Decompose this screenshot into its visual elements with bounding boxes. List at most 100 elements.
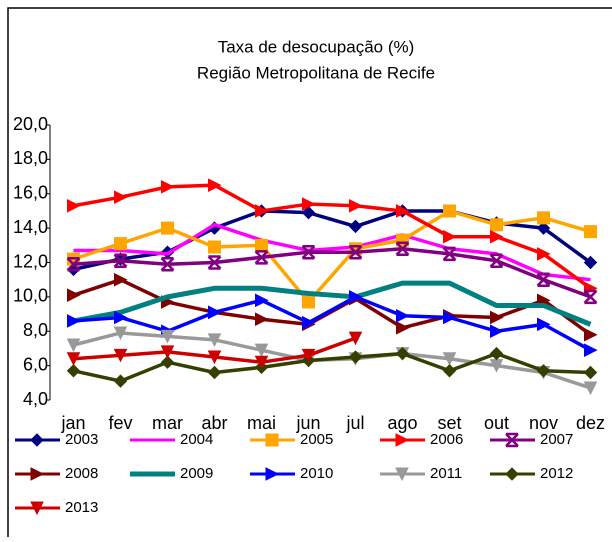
data-marker bbox=[537, 317, 551, 332]
legend-label: 2006 bbox=[430, 431, 463, 448]
legend-marker bbox=[30, 501, 44, 516]
data-marker bbox=[490, 310, 504, 325]
data-marker bbox=[348, 219, 363, 234]
x-tick-label: out bbox=[484, 413, 509, 433]
data-marker bbox=[489, 253, 504, 269]
data-marker bbox=[114, 190, 128, 204]
y-tick-label: 10,0 bbox=[13, 286, 48, 306]
series-line bbox=[73, 247, 592, 299]
data-marker bbox=[113, 374, 128, 388]
data-marker bbox=[207, 255, 222, 270]
series-line bbox=[73, 183, 592, 290]
data-marker bbox=[584, 343, 598, 357]
data-marker bbox=[66, 256, 81, 272]
x-tick-label: fev bbox=[108, 413, 132, 433]
data-marker bbox=[113, 326, 128, 341]
x-tick-label: dez bbox=[576, 413, 605, 433]
data-marker bbox=[301, 205, 316, 220]
legend-marker bbox=[395, 467, 409, 482]
data-marker bbox=[349, 290, 363, 304]
data-marker bbox=[583, 381, 598, 396]
legend-label: 2008 bbox=[65, 465, 98, 482]
data-marker bbox=[66, 364, 81, 378]
data-marker bbox=[207, 365, 222, 380]
data-marker bbox=[302, 295, 315, 309]
legend-marker bbox=[265, 467, 280, 481]
series-line bbox=[73, 351, 591, 383]
data-marker bbox=[584, 327, 598, 342]
data-marker bbox=[584, 225, 597, 239]
data-marker bbox=[396, 204, 410, 218]
data-marker bbox=[208, 178, 222, 192]
data-marker bbox=[160, 355, 175, 369]
data-marker bbox=[207, 333, 222, 347]
data-marker bbox=[443, 229, 457, 244]
data-marker bbox=[395, 241, 410, 256]
y-tick-label: 6,0 bbox=[23, 354, 48, 374]
data-marker bbox=[254, 355, 269, 370]
chart-frame bbox=[7, 7, 612, 542]
data-marker bbox=[302, 315, 316, 330]
x-tick-label: ago bbox=[387, 413, 417, 433]
series-line bbox=[73, 280, 592, 327]
legend-label: 2009 bbox=[180, 465, 213, 482]
data-marker bbox=[114, 310, 128, 325]
legend-label: 2012 bbox=[540, 465, 573, 482]
data-marker bbox=[161, 180, 175, 194]
data-marker bbox=[537, 247, 551, 261]
data-marker bbox=[395, 346, 410, 361]
legend-marker bbox=[30, 467, 45, 481]
x-tick-label: mai bbox=[247, 413, 276, 433]
data-marker bbox=[301, 244, 316, 260]
legend-label: 2005 bbox=[300, 431, 333, 448]
x-tick-label: set bbox=[437, 413, 461, 433]
data-marker bbox=[113, 253, 128, 269]
legend-label: 2003 bbox=[65, 431, 98, 448]
legend-marker bbox=[505, 467, 519, 481]
x-tick-label: jun bbox=[295, 413, 320, 433]
data-marker bbox=[301, 348, 316, 363]
legend-marker bbox=[395, 433, 410, 447]
series-line bbox=[73, 295, 592, 352]
legend-label: 2013 bbox=[65, 499, 98, 516]
data-marker bbox=[255, 238, 268, 252]
data-marker bbox=[348, 244, 363, 260]
x-tick-label: nov bbox=[529, 413, 558, 433]
data-marker bbox=[536, 364, 551, 378]
data-marker bbox=[255, 293, 269, 308]
data-marker bbox=[208, 240, 221, 254]
data-marker bbox=[207, 350, 222, 365]
data-marker bbox=[442, 364, 457, 378]
legend-marker bbox=[505, 432, 519, 448]
data-marker bbox=[302, 197, 316, 211]
data-marker bbox=[396, 308, 410, 323]
y-tick-label: 4,0 bbox=[23, 389, 48, 409]
y-tick-label: 14,0 bbox=[13, 217, 48, 237]
legend-label: 2010 bbox=[300, 465, 333, 482]
data-marker bbox=[349, 198, 363, 213]
data-marker bbox=[254, 343, 269, 358]
data-marker bbox=[443, 204, 456, 218]
data-marker bbox=[443, 310, 457, 325]
data-marker bbox=[208, 305, 222, 320]
series-line bbox=[73, 222, 591, 282]
data-marker bbox=[114, 272, 128, 287]
data-marker bbox=[536, 272, 551, 287]
data-marker bbox=[583, 255, 598, 270]
data-marker bbox=[67, 314, 81, 328]
data-marker bbox=[67, 288, 81, 302]
y-tick-label: 12,0 bbox=[13, 251, 48, 271]
x-tick-label: mar bbox=[152, 413, 183, 433]
y-tick-label: 18,0 bbox=[13, 148, 48, 168]
data-marker bbox=[160, 256, 175, 272]
data-marker bbox=[583, 365, 598, 380]
x-tick-label: jan bbox=[60, 413, 85, 433]
data-marker bbox=[67, 198, 81, 213]
data-marker bbox=[442, 246, 457, 262]
data-marker bbox=[348, 350, 363, 364]
data-marker bbox=[114, 237, 127, 251]
data-marker bbox=[489, 346, 504, 361]
data-marker bbox=[583, 289, 598, 305]
series-line bbox=[72, 209, 591, 304]
legend-marker bbox=[30, 433, 44, 447]
